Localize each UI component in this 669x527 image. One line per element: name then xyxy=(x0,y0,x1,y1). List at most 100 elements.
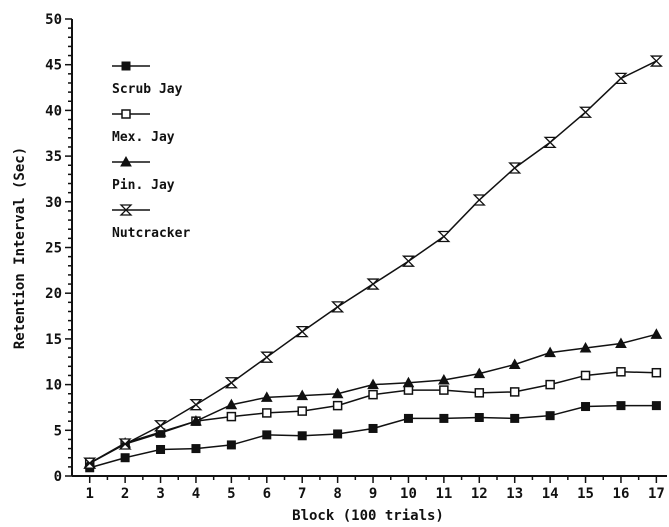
data-point-nutcracker xyxy=(366,278,380,290)
data-point-scrub-jay xyxy=(616,401,626,411)
y-tick-label: 5 xyxy=(54,423,62,439)
x-tick-label: 5 xyxy=(227,486,235,502)
data-point-mex-jay xyxy=(580,370,591,381)
data-point-mex-jay xyxy=(474,388,485,398)
legend-label-mex-jay: Mex. Jay xyxy=(112,130,175,145)
x-tick-label: 15 xyxy=(577,486,594,502)
data-point-pin-jay xyxy=(579,342,592,353)
data-point-mex-jay xyxy=(545,379,555,390)
series-layer xyxy=(83,55,663,473)
x-tick-label: 13 xyxy=(506,486,523,502)
data-point-scrub-jay xyxy=(226,440,236,450)
x-tick-label: 4 xyxy=(192,486,200,502)
legend-marker-nutcracker xyxy=(119,204,133,216)
x-tick-label: 2 xyxy=(121,486,129,502)
data-point-scrub-jay xyxy=(120,453,130,463)
y-tick-label: 25 xyxy=(45,241,62,257)
data-point-scrub-jay xyxy=(581,402,591,412)
x-tick-label: 6 xyxy=(263,486,271,502)
data-point-scrub-jay xyxy=(439,413,449,423)
x-tick-label: 17 xyxy=(648,486,665,502)
data-point-pin-jay xyxy=(615,337,627,348)
data-point-scrub-jay xyxy=(651,401,661,411)
data-point-scrub-jay xyxy=(262,430,272,440)
x-tick-label: 12 xyxy=(471,486,488,502)
x-tick-label: 14 xyxy=(542,486,559,502)
y-tick-label: 15 xyxy=(45,332,62,348)
x-tick-label: 11 xyxy=(435,486,452,502)
data-point-mex-jay xyxy=(297,406,307,416)
data-point-scrub-jay xyxy=(297,431,307,441)
legend-label-pin-jay: Pin. Jay xyxy=(112,178,175,193)
data-point-scrub-jay xyxy=(191,444,201,454)
data-point-pin-jay xyxy=(473,367,486,379)
data-point-pin-jay xyxy=(650,328,663,339)
y-tick-label: 40 xyxy=(45,103,62,119)
data-point-nutcracker xyxy=(649,55,663,67)
x-axis-label: Block (100 trials) xyxy=(292,508,444,524)
data-point-pin-jay xyxy=(154,426,167,437)
data-point-mex-jay xyxy=(651,367,662,378)
data-point-mex-jay xyxy=(616,367,626,377)
data-point-nutcracker xyxy=(472,194,486,206)
data-point-nutcracker xyxy=(189,399,203,411)
data-point-nutcracker xyxy=(224,377,238,389)
y-tick-label: 35 xyxy=(45,149,62,165)
data-point-nutcracker xyxy=(118,438,132,450)
series-scrub-jay xyxy=(85,401,661,473)
data-point-scrub-jay xyxy=(368,423,378,433)
data-point-nutcracker xyxy=(437,230,451,243)
series-nutcracker xyxy=(83,55,663,469)
data-point-scrub-jay xyxy=(333,429,343,439)
legend-marker-pin-jay xyxy=(120,155,132,167)
data-point-mex-jay xyxy=(332,400,343,411)
legend-label-scrub-jay: Scrub Jay xyxy=(112,82,183,97)
data-point-mex-jay xyxy=(226,411,237,422)
data-point-nutcracker xyxy=(83,457,97,469)
data-point-pin-jay xyxy=(367,378,379,390)
data-point-nutcracker xyxy=(614,72,628,85)
data-point-mex-jay xyxy=(368,389,378,400)
data-point-nutcracker xyxy=(543,136,557,149)
legend-marker-scrub-jay xyxy=(121,61,131,71)
x-tick-label: 16 xyxy=(613,486,630,502)
data-point-nutcracker xyxy=(578,106,593,118)
y-tick-label: 45 xyxy=(45,58,62,74)
x-tick-label: 8 xyxy=(333,486,341,502)
data-point-mex-jay xyxy=(262,408,272,418)
data-point-pin-jay xyxy=(260,391,273,402)
legend: Scrub Jay Mex. Jay Pin. Jay Nutcracker xyxy=(112,61,190,241)
data-point-scrub-jay xyxy=(545,411,555,421)
data-point-scrub-jay xyxy=(403,413,413,423)
legend-label-nutcracker: Nutcracker xyxy=(112,226,190,241)
data-point-nutcracker xyxy=(153,420,168,432)
data-point-scrub-jay xyxy=(474,413,484,423)
data-point-nutcracker xyxy=(295,325,309,338)
data-point-pin-jay xyxy=(438,374,450,385)
legend-marker-mex-jay xyxy=(121,109,131,119)
x-tick-label: 1 xyxy=(85,486,93,502)
data-point-pin-jay xyxy=(190,415,202,426)
data-point-pin-jay xyxy=(225,398,238,410)
y-tick-label: 20 xyxy=(45,286,62,302)
y-tick-label: 50 xyxy=(45,12,62,28)
data-point-mex-jay xyxy=(509,387,520,397)
data-point-pin-jay xyxy=(331,387,344,399)
y-tick-label: 10 xyxy=(45,378,62,394)
x-tick-label: 10 xyxy=(400,486,417,502)
data-point-mex-jay xyxy=(403,385,414,395)
y-tick-label: 0 xyxy=(54,469,62,485)
y-tick-label: 30 xyxy=(45,195,62,211)
data-point-mex-jay xyxy=(439,385,449,395)
data-point-pin-jay xyxy=(296,389,309,401)
data-point-scrub-jay xyxy=(156,444,166,454)
x-tick-label: 9 xyxy=(369,486,377,502)
data-point-pin-jay xyxy=(544,346,556,358)
x-tick-label: 7 xyxy=(298,486,306,502)
series-line-scrub-jay xyxy=(89,404,657,469)
data-point-scrub-jay xyxy=(510,413,520,423)
series-line-nutcracker xyxy=(89,60,657,464)
data-point-nutcracker xyxy=(401,255,416,267)
